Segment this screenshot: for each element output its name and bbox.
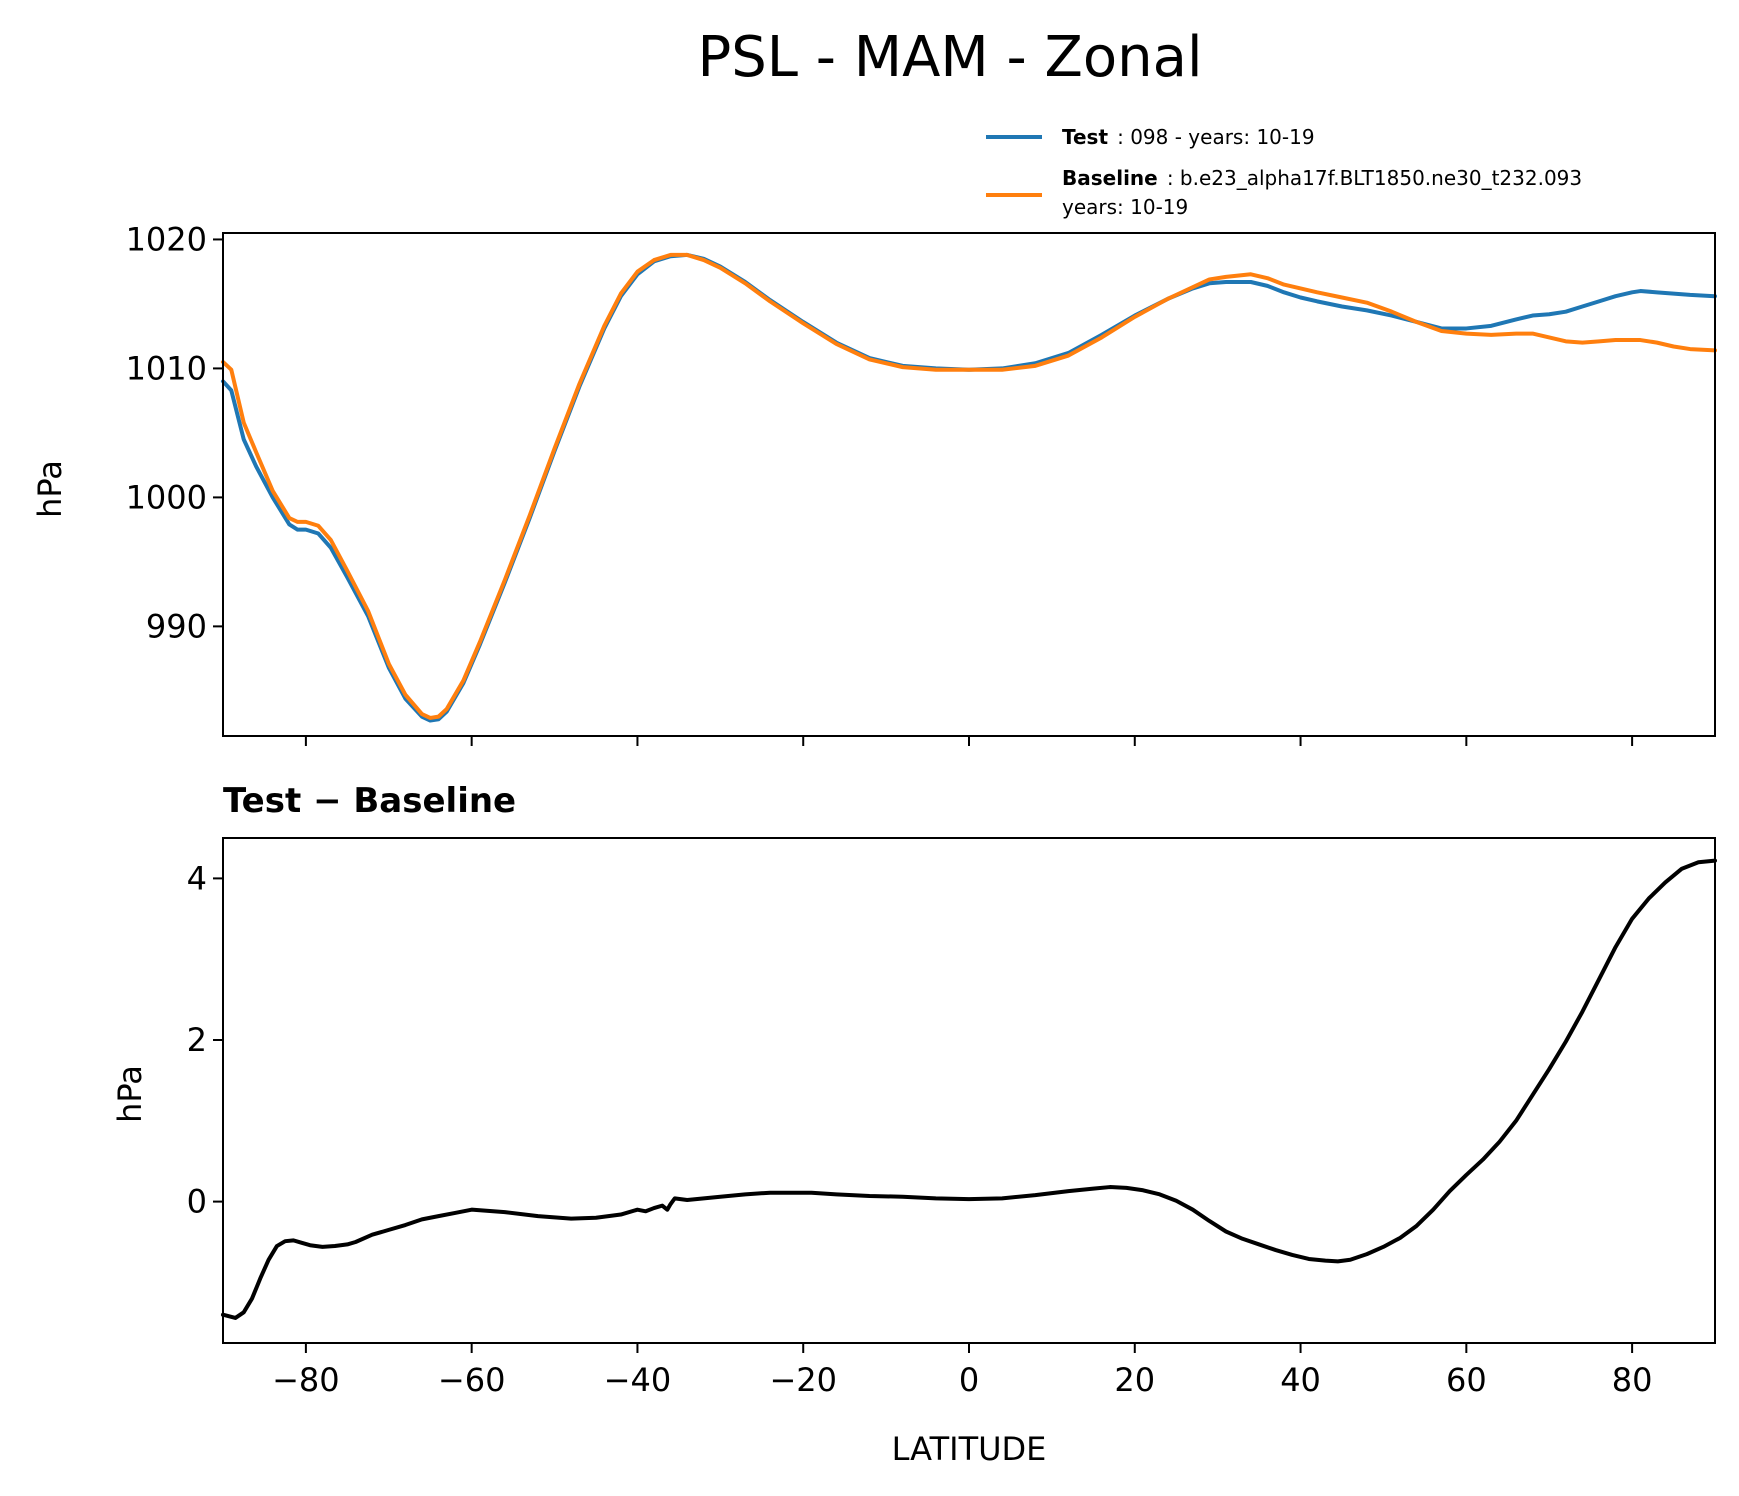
- figure-title: PSL - MAM - Zonal: [697, 25, 1202, 90]
- bot-x-tick-label: −60: [438, 1361, 506, 1399]
- bot-y-tick-label: 4: [187, 859, 207, 897]
- top-y-axis-label: hPa: [31, 460, 69, 518]
- bottom-plot-frame: [222, 837, 1716, 1344]
- bot-x-tick-label: −80: [272, 1361, 340, 1399]
- bot-x-tick-label: 40: [1280, 1361, 1321, 1399]
- legend-entry-baseline-line2: years: 10-19: [1062, 195, 1188, 219]
- x-axis-label: LATITUDE: [892, 1430, 1047, 1468]
- legend-entry-test: Test : 098 - years: 10-19: [1062, 125, 1315, 149]
- top-y-tick-label: 1000: [126, 478, 207, 516]
- bottom-x-axis: −80 −60 −40 −20 0 20 40 60 80: [272, 1343, 1652, 1399]
- bot-y-tick-label: 2: [187, 1021, 207, 1059]
- top-x-axis: [304, 736, 1634, 746]
- bottom-y-axis-label: hPa: [111, 1065, 149, 1123]
- legend: Test : 098 - years: 10-19 Baseline : b.e…: [986, 125, 1582, 219]
- top-series-line-baseline: [221, 252, 1717, 720]
- legend-entry-baseline: Baseline : b.e23_alpha17f.BLT1850.ne30_t…: [1062, 166, 1582, 190]
- bot-x-tick-label: 0: [959, 1361, 979, 1399]
- bot-y-tick-label: 0: [187, 1183, 207, 1221]
- top-y-tick-label: 1020: [126, 220, 207, 258]
- top-plot-frame: [222, 232, 1716, 737]
- top-y-tick-label: 1010: [126, 349, 207, 387]
- bot-x-tick-label: −40: [604, 1361, 672, 1399]
- bottom-series-group: [221, 858, 1717, 1320]
- top-y-axis: 990 1000 1010 1020: [126, 220, 223, 645]
- bottom-panel: Test − Baseline 0 2 4 −80 −60 −40 −20 0 20 40 60 8…: [111, 781, 1717, 1468]
- bot-series-line-test-baseline: [221, 858, 1717, 1320]
- top-series-group: [221, 252, 1717, 723]
- bot-x-tick-label: −20: [769, 1361, 837, 1399]
- bot-x-tick-label: 60: [1446, 1361, 1487, 1399]
- bottom-panel-title: Test − Baseline: [223, 781, 516, 821]
- top-y-tick-label: 990: [146, 607, 207, 645]
- bottom-y-axis: 0 2 4: [187, 859, 223, 1221]
- top-panel: 990 1000 1010 1020 hPa: [31, 220, 1717, 746]
- bot-x-tick-label: 20: [1114, 1361, 1155, 1399]
- bot-x-tick-label: 80: [1612, 1361, 1653, 1399]
